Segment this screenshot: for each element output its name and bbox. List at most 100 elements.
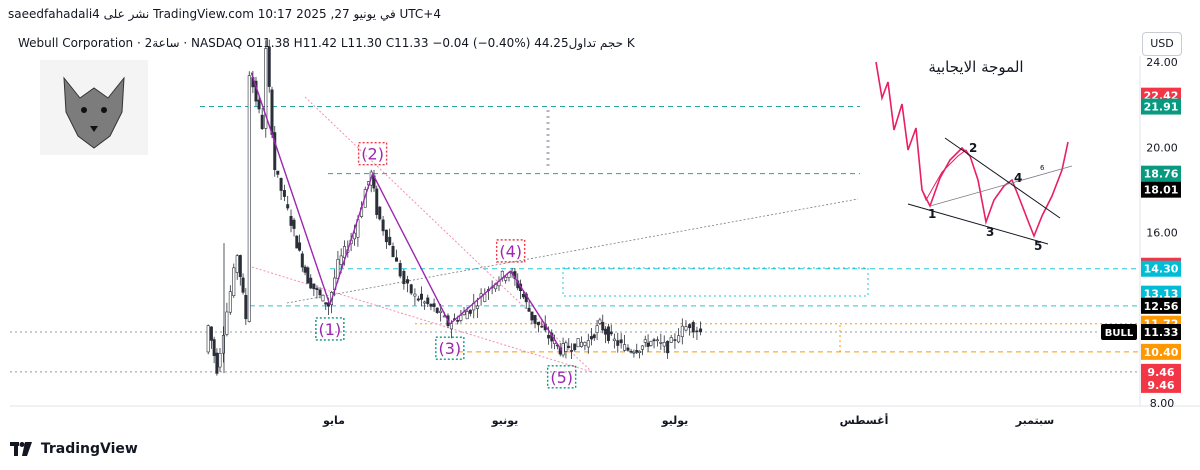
wolf-logo (40, 60, 148, 155)
candle-body (324, 302, 328, 305)
wave-line (250, 72, 331, 306)
candle-body (289, 215, 293, 226)
candle-body (209, 326, 213, 341)
inset-trendline-mid (929, 165, 1073, 207)
candle-body (206, 325, 210, 353)
wave-label: (4) (499, 242, 522, 261)
candle-body (423, 301, 427, 304)
candle-body (688, 324, 692, 329)
footer-brand: TradingView (40, 441, 138, 457)
candle-body (232, 267, 236, 296)
candle-body (312, 283, 316, 290)
inset-point-label: 1 (928, 207, 936, 221)
candle-body (439, 310, 443, 313)
price-badge (1141, 363, 1181, 380)
candle-body (601, 321, 605, 331)
inset-title: الموجة الايجابية (928, 58, 1023, 76)
candle-body (238, 255, 242, 278)
candle-body (632, 351, 636, 354)
candle-body (659, 342, 663, 344)
candle-body (673, 339, 677, 341)
price-badge (1141, 181, 1181, 198)
price-badge (1141, 165, 1181, 182)
candle-body (475, 305, 479, 309)
candle-body (388, 236, 392, 246)
price-badge-label: 18.76 (1144, 168, 1179, 181)
inset-note: 6 (1040, 164, 1045, 172)
wave-label-box (435, 336, 465, 360)
candle-body (459, 315, 463, 321)
candle-body (530, 311, 534, 321)
candle-body (300, 253, 304, 268)
candle-body (257, 99, 261, 110)
x-tick-label: سبتمبر (1015, 414, 1055, 427)
candle-body (419, 293, 423, 300)
footer: TradingView (10, 441, 138, 463)
candle-body (567, 345, 571, 348)
candle-body (321, 294, 325, 302)
wave-label-box (357, 141, 388, 166)
wave-line (510, 270, 563, 352)
price-badge-label: 13.13 (1144, 288, 1179, 301)
target-box (562, 267, 869, 297)
candle-body (282, 190, 286, 197)
candle-body (570, 350, 574, 352)
symbol-info-bar: Webull Corporation · 2ساعة · NASDAQ O11.… (0, 28, 1140, 56)
candle-body (684, 326, 688, 331)
candle-body (521, 293, 525, 298)
candle-body (616, 340, 620, 346)
candle-body (652, 339, 656, 342)
x-tick-label: يونيو (491, 414, 519, 427)
candle-body (306, 267, 310, 284)
candle-body (391, 246, 395, 258)
candle-body (612, 338, 616, 342)
bull-badge (1101, 324, 1137, 341)
candle-body (655, 339, 659, 342)
wave-line (329, 173, 374, 306)
x-axis: مايو يونيو يوليو أغسطس سبتمبر (322, 413, 1054, 427)
wave-label: (5) (550, 368, 573, 387)
currency-button[interactable]: USD (1142, 32, 1182, 56)
price-badge (1141, 98, 1181, 115)
candle-body (315, 288, 319, 290)
candle-body (629, 350, 633, 353)
x-tick-label: يوليو (661, 414, 689, 427)
price-chart[interactable]: (1) (2) (3) (4) (5) الموجة الايجابية 1 2 3 4 5 6 2… (0, 0, 1200, 440)
candle-body (339, 255, 343, 265)
candle-body (244, 295, 248, 320)
y-tick-label: 24.00 (1146, 56, 1178, 69)
price-badges: 22.4221.9118.7618.0114.4414.3013.1312.56… (1101, 87, 1181, 393)
candle-body (547, 334, 551, 339)
candle-body (595, 325, 599, 333)
candle-body (540, 325, 544, 328)
price-badge-label: 9.46 (1147, 366, 1174, 379)
candle-body (643, 339, 647, 343)
price-badge (1141, 285, 1181, 302)
candle-body (409, 284, 413, 294)
candle-body (583, 342, 587, 346)
candle-body (279, 178, 283, 191)
candle-body (504, 276, 508, 281)
candle-body (375, 188, 379, 215)
candle-body (429, 304, 433, 307)
candle-body (235, 255, 239, 273)
candle-body (533, 315, 537, 324)
candle-body (456, 319, 460, 322)
candle-body (662, 342, 666, 347)
candle-body (247, 75, 251, 322)
candle-body (298, 242, 302, 251)
price-badge (1141, 343, 1181, 360)
wave-label: (3) (439, 339, 462, 358)
candle-body (286, 204, 290, 209)
candle-body (680, 325, 684, 338)
y-tick-label: 20.00 (1146, 141, 1178, 154)
candle-body (564, 342, 568, 352)
price-badge (1141, 260, 1181, 277)
x-tick-label: مايو (322, 414, 345, 427)
inset-point-label: 2 (969, 141, 977, 155)
candle-body (384, 229, 388, 243)
publish-bar: saeedfahadali4 نشر على TradingView.com ف… (0, 0, 1200, 28)
candle-body (586, 340, 590, 348)
candle-body (579, 341, 583, 347)
wave-label-box (495, 239, 526, 263)
